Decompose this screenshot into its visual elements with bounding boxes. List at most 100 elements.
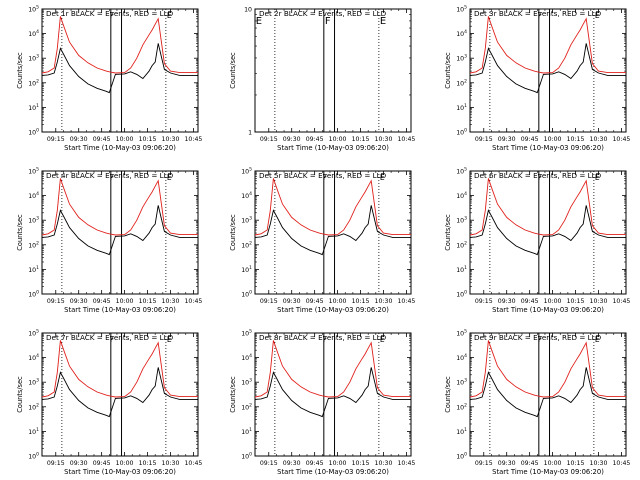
plot-frame xyxy=(254,332,412,457)
x-tick-label: 10:30 xyxy=(590,460,608,467)
marker-letter: F xyxy=(110,11,114,20)
y-axis-label: Counts/sec xyxy=(229,214,237,251)
y-tick-label: 105 xyxy=(456,167,467,176)
x-tick-label: 09:15 xyxy=(475,136,493,143)
panel-title: Det 5r BLACK = Events, RED = LLD xyxy=(259,171,387,180)
x-tick-label: 10:45 xyxy=(184,460,202,467)
y-tick-label: 104 xyxy=(456,29,467,38)
x-tick-label: 09:15 xyxy=(260,460,278,467)
y-axis-label: Counts/sec xyxy=(16,376,24,413)
x-tick-label: 10:45 xyxy=(184,298,202,305)
y-tick-label: 103 xyxy=(28,216,39,225)
y-tick-label: 101 xyxy=(28,427,39,436)
y-axis-label: Counts/sec xyxy=(16,52,24,89)
x-tick-label: 10:00 xyxy=(116,136,134,143)
x-tick-label: 10:15 xyxy=(567,136,585,143)
panel-title: Det 6r BLACK = Events, RED = LLD xyxy=(474,171,602,180)
y-tick-label: 105 xyxy=(28,329,39,338)
y-tick-label: 100 xyxy=(241,290,252,299)
x-tick-label: 10:00 xyxy=(116,460,134,467)
x-tick-label: 09:30 xyxy=(70,298,88,305)
x-axis-label: Start Time (10-May-03 09:06:20) xyxy=(64,144,176,152)
marker-letter: E xyxy=(167,173,172,182)
y-axis-label: Counts/sec xyxy=(229,52,237,89)
y-tick-label: 100 xyxy=(28,452,39,461)
x-tick-label: 10:30 xyxy=(162,460,180,467)
x-tick-label: 10:30 xyxy=(162,298,180,305)
panel-title: Det 3r BLACK = Events, RED = LLD xyxy=(474,9,602,18)
x-tick-label: 10:45 xyxy=(612,460,630,467)
x-axis-label: Start Time (10-May-03 09:06:20) xyxy=(64,306,176,314)
marker-letter: F xyxy=(538,335,542,344)
x-tick-label: 09:15 xyxy=(475,298,493,305)
y-tick-label: 102 xyxy=(241,402,252,411)
series-line-events xyxy=(41,43,198,94)
plot-frame xyxy=(469,170,627,295)
y-tick-label: 1 xyxy=(248,130,252,137)
y-tick-label: 102 xyxy=(456,240,467,249)
series-line-lld xyxy=(41,178,198,236)
x-tick-label: 09:30 xyxy=(70,460,88,467)
plot-frame xyxy=(41,332,199,457)
x-tick-label: 09:45 xyxy=(306,136,324,143)
marker-letter: E xyxy=(380,16,386,27)
x-tick-label: 09:45 xyxy=(521,460,539,467)
y-tick-label: 104 xyxy=(28,29,39,38)
panel-det-3: Det 3r BLACK = Events, RED = LLD 100 101 10… xyxy=(444,5,630,153)
marker-letter: F xyxy=(325,16,331,27)
y-tick-label: 102 xyxy=(456,78,467,87)
x-tick-label: 10:30 xyxy=(162,136,180,143)
marker-letter: F xyxy=(538,11,542,20)
x-axis-label: Start Time (10-May-03 09:06:20) xyxy=(64,468,176,476)
x-tick-label: 10:15 xyxy=(352,460,370,467)
x-tick-label: 10:15 xyxy=(567,298,585,305)
y-tick-label: 101 xyxy=(241,265,252,274)
x-tick-label: 10:15 xyxy=(139,136,157,143)
x-tick-label: 09:30 xyxy=(283,298,301,305)
x-axis-label: Start Time (10-May-03 09:06:20) xyxy=(492,144,604,152)
y-tick-label: 104 xyxy=(28,353,39,362)
series-line-lld xyxy=(469,340,626,398)
x-tick-label: 10:00 xyxy=(329,298,347,305)
series-line-events xyxy=(469,205,626,256)
panel-det-7: Det 7r BLACK = Events, RED = LLD 100 101 10… xyxy=(16,329,202,477)
panel-title: Det 1r BLACK = Events, RED = LLD xyxy=(46,9,174,18)
y-tick-label: 101 xyxy=(456,103,467,112)
x-tick-label: 09:30 xyxy=(70,136,88,143)
panel-det-4: Det 4r BLACK = Events, RED = LLD 100 101 10… xyxy=(16,167,202,315)
marker-letter: E xyxy=(380,173,385,182)
plot-frame xyxy=(41,8,199,133)
x-tick-label: 10:30 xyxy=(375,460,393,467)
marker-letter: F xyxy=(110,173,114,182)
x-tick-label: 09:15 xyxy=(475,460,493,467)
x-tick-label: 10:00 xyxy=(544,460,562,467)
y-tick-label: 101 xyxy=(456,427,467,436)
x-tick-label: 10:45 xyxy=(612,136,630,143)
y-tick-label: 103 xyxy=(456,54,467,63)
y-tick-label: 102 xyxy=(28,402,39,411)
series-line-events xyxy=(41,205,198,256)
x-tick-label: 10:15 xyxy=(139,460,157,467)
x-tick-label: 09:15 xyxy=(47,298,65,305)
marker-letter: F xyxy=(323,335,327,344)
y-tick-label: 103 xyxy=(241,216,252,225)
y-tick-label: 104 xyxy=(241,353,252,362)
x-tick-label: 10:00 xyxy=(329,460,347,467)
x-axis-label: Start Time (10-May-03 09:06:20) xyxy=(277,144,389,152)
panel-title: Det 2r BLACK = Events, RED = LLD xyxy=(259,9,387,18)
x-tick-label: 10:45 xyxy=(397,298,415,305)
y-tick-label: 101 xyxy=(241,427,252,436)
series-line-lld xyxy=(469,178,626,236)
y-tick-label: 100 xyxy=(241,452,252,461)
x-axis-label: Start Time (10-May-03 09:06:20) xyxy=(277,306,389,314)
marker-letter: F xyxy=(323,173,327,182)
y-tick-label: 104 xyxy=(241,191,252,200)
x-tick-label: 10:45 xyxy=(397,460,415,467)
x-tick-label: 09:30 xyxy=(283,136,301,143)
marker-letter: E xyxy=(167,335,172,344)
panel-title: Det 7r BLACK = Events, RED = LLD xyxy=(46,333,174,342)
y-tick-label: 105 xyxy=(456,329,467,338)
y-tick-label: 103 xyxy=(456,378,467,387)
x-tick-label: 10:45 xyxy=(612,298,630,305)
y-tick-label: 101 xyxy=(28,265,39,274)
